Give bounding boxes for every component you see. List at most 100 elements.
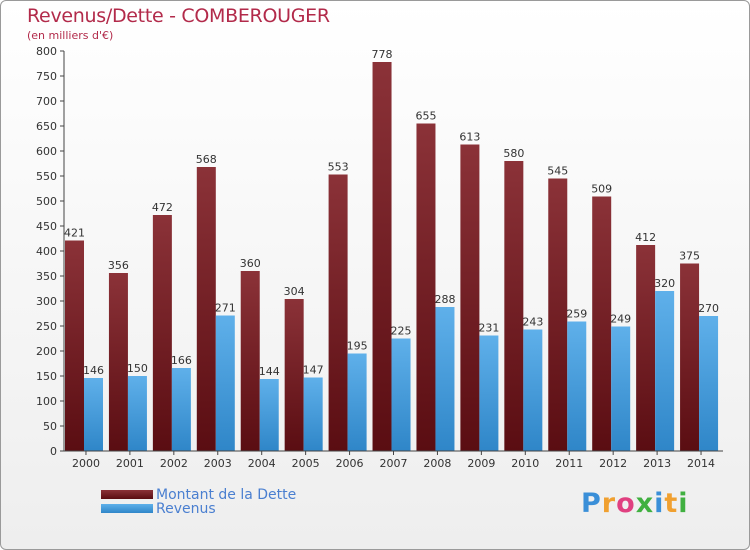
- y-tick-label: 200: [36, 345, 57, 358]
- value-label-debt: 375: [679, 250, 700, 263]
- x-tick-label: 2004: [248, 457, 276, 470]
- value-label-revenue: 320: [654, 277, 675, 290]
- y-tick-label: 650: [36, 120, 57, 133]
- legend-swatch-debt: [101, 490, 153, 499]
- value-label-revenue: 271: [215, 302, 236, 315]
- value-label-debt: 360: [240, 257, 261, 270]
- logo-letter: r: [601, 488, 617, 519]
- x-tick-label: 2008: [423, 457, 451, 470]
- value-label-debt: 545: [547, 165, 568, 178]
- value-label-revenue: 231: [478, 322, 499, 335]
- value-labels: 421 146 356 150 472 166 568 271 360 144 304 147 553 1…: [64, 48, 719, 378]
- bar-debt: [240, 271, 260, 451]
- x-tick-label: 2010: [511, 457, 539, 470]
- x-tick-label: 2012: [599, 457, 627, 470]
- logo-letter: t: [664, 488, 679, 519]
- x-tick-label: 2006: [336, 457, 364, 470]
- y-tick-label: 0: [50, 445, 57, 458]
- x-tick-label: 2014: [687, 457, 715, 470]
- x-tick-label: 2001: [116, 457, 144, 470]
- y-tick-label: 400: [36, 245, 57, 258]
- bar-debt: [328, 174, 348, 451]
- y-tick-label: 550: [36, 170, 57, 183]
- bar-revenue: [259, 379, 279, 451]
- y-tick-label: 50: [43, 420, 57, 433]
- value-label-revenue: 243: [522, 316, 543, 329]
- value-label-revenue: 249: [610, 313, 631, 326]
- value-label-revenue: 150: [127, 362, 148, 375]
- x-tick-label: 2000: [72, 457, 100, 470]
- chart-title: Revenus/Dette - COMBEROUGER: [27, 5, 330, 27]
- value-label-debt: 655: [415, 110, 436, 123]
- logo-letter: i: [654, 488, 665, 519]
- value-label-debt: 356: [108, 259, 129, 272]
- x-tick-label: 2009: [467, 457, 495, 470]
- bar-revenue: [699, 316, 719, 451]
- value-label-debt: 613: [459, 131, 480, 144]
- logo-letter: i: [678, 488, 689, 519]
- y-tick-label: 750: [36, 70, 57, 83]
- bar-revenue: [347, 353, 367, 451]
- bars: [65, 62, 719, 451]
- y-tick-label: 150: [36, 370, 57, 383]
- y-tick-label: 300: [36, 295, 57, 308]
- value-label-debt: 304: [284, 285, 305, 298]
- y-axis: 0 50 100 150 200 250 300 350 400 450 500 550 600 650 7…: [36, 45, 65, 458]
- bar-revenue: [303, 377, 323, 451]
- bar-debt: [372, 62, 392, 451]
- bar-revenue: [171, 368, 191, 451]
- bar-revenue: [391, 338, 411, 451]
- y-tick-label: 450: [36, 220, 57, 233]
- legend-swatch-revenue: [101, 504, 153, 513]
- value-label-debt: 580: [503, 147, 524, 160]
- value-label-debt: 568: [196, 153, 217, 166]
- x-tick-label: 2005: [292, 457, 320, 470]
- value-label-revenue: 225: [391, 325, 412, 338]
- proxiti-logo: Proxiti: [581, 488, 689, 519]
- value-label-debt: 412: [635, 231, 656, 244]
- bar-debt: [152, 215, 172, 451]
- value-label-revenue: 259: [566, 308, 587, 321]
- logo-letter: P: [581, 488, 602, 519]
- legend-label-debt: Montant de la Dette: [156, 487, 297, 503]
- bar-debt: [416, 123, 436, 451]
- bar-debt: [636, 245, 656, 451]
- bar-revenue: [523, 329, 543, 451]
- bar-revenue: [127, 376, 147, 451]
- x-tick-label: 2003: [204, 457, 232, 470]
- x-tick-label: 2011: [555, 457, 583, 470]
- x-tick-label: 2013: [643, 457, 671, 470]
- value-label-revenue: 166: [171, 354, 192, 367]
- bar-revenue: [84, 378, 103, 451]
- value-label-revenue: 147: [303, 364, 324, 377]
- value-label-revenue: 195: [347, 340, 368, 353]
- value-label-debt: 778: [372, 48, 393, 61]
- y-tick-label: 500: [36, 195, 57, 208]
- value-label-revenue: 144: [259, 365, 280, 378]
- bar-debt: [108, 273, 128, 451]
- x-tick-label: 2007: [380, 457, 408, 470]
- value-label-debt: 509: [591, 183, 612, 196]
- y-tick-label: 600: [36, 145, 57, 158]
- value-label-revenue: 270: [698, 302, 719, 315]
- y-tick-label: 250: [36, 320, 57, 333]
- bar-debt: [592, 196, 612, 451]
- value-label-debt: 472: [152, 201, 173, 214]
- bar-debt: [504, 161, 524, 451]
- bar-debt: [548, 178, 568, 451]
- bar-debt: [680, 263, 700, 451]
- y-tick-label: 700: [36, 95, 57, 108]
- y-tick-label: 350: [36, 270, 57, 283]
- x-tick-label: 2002: [160, 457, 188, 470]
- bar-debt: [284, 299, 304, 451]
- bar-revenue: [479, 335, 499, 451]
- bar-debt: [196, 167, 216, 451]
- bar-debt: [65, 240, 84, 451]
- chart-subtitle: (en milliers d'€): [27, 29, 114, 42]
- value-label-debt: 553: [328, 161, 349, 174]
- value-label-debt: 421: [64, 227, 85, 240]
- legend-label-revenue: Revenus: [156, 501, 216, 517]
- bar-revenue: [611, 326, 631, 451]
